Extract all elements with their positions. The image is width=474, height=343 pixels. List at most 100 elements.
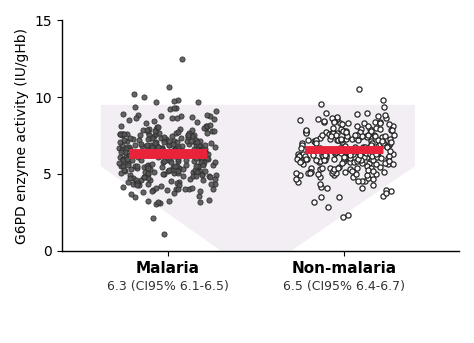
Point	[319, 132, 326, 138]
Point	[184, 132, 192, 138]
Point	[171, 146, 179, 151]
Point	[295, 153, 303, 158]
Point	[174, 158, 182, 164]
Point	[361, 178, 369, 184]
Point	[195, 142, 202, 148]
Point	[350, 174, 357, 179]
Point	[341, 154, 349, 159]
Point	[364, 132, 372, 138]
Point	[154, 199, 161, 205]
Point	[144, 171, 152, 176]
Point	[191, 167, 199, 173]
Point	[327, 133, 334, 139]
Point	[145, 133, 153, 138]
Point	[201, 168, 209, 174]
Point	[153, 185, 160, 191]
Point	[374, 154, 382, 159]
Point	[124, 161, 131, 166]
Point	[158, 145, 166, 150]
Point	[158, 135, 165, 141]
Point	[192, 143, 200, 149]
Point	[115, 145, 123, 151]
Point	[206, 174, 213, 179]
Point	[301, 153, 309, 158]
Point	[333, 114, 341, 119]
Point	[359, 144, 367, 150]
Point	[121, 160, 129, 165]
Point	[299, 142, 306, 148]
Point	[131, 194, 138, 200]
Point	[117, 155, 124, 160]
Point	[176, 146, 184, 152]
Point	[195, 163, 202, 168]
Point	[320, 119, 328, 125]
Point	[188, 128, 196, 133]
Point	[310, 199, 318, 204]
Point	[188, 134, 196, 139]
Point	[341, 169, 348, 175]
Point	[292, 170, 300, 176]
Point	[173, 97, 181, 103]
Point	[154, 125, 161, 130]
Point	[128, 167, 135, 172]
Point	[163, 136, 170, 141]
Point	[157, 149, 165, 154]
Point	[140, 164, 148, 169]
Point	[181, 150, 189, 155]
Point	[119, 184, 127, 189]
Point	[364, 175, 372, 180]
Point	[173, 181, 181, 186]
Point	[319, 153, 327, 158]
Point	[146, 152, 153, 158]
Point	[343, 133, 351, 139]
Point	[148, 144, 155, 149]
Point	[144, 128, 151, 133]
Point	[364, 134, 371, 139]
Point	[134, 180, 142, 186]
Point	[178, 150, 185, 155]
Point	[379, 142, 387, 147]
Point	[116, 161, 123, 166]
Point	[369, 157, 377, 162]
Point	[118, 147, 126, 152]
Point	[171, 139, 178, 144]
Point	[174, 129, 182, 135]
Point	[137, 177, 145, 183]
Point	[151, 133, 158, 138]
Point	[171, 170, 178, 176]
Point	[321, 152, 329, 158]
Point	[387, 188, 394, 193]
Point	[358, 133, 366, 138]
Point	[389, 127, 396, 132]
Point	[173, 115, 181, 120]
Point	[387, 127, 395, 132]
Point	[361, 144, 369, 150]
Point	[337, 151, 345, 156]
Point	[196, 147, 203, 153]
Point	[189, 114, 196, 119]
Point	[206, 113, 214, 119]
Point	[197, 199, 204, 205]
Point	[192, 173, 200, 179]
Point	[160, 134, 167, 140]
Point	[167, 159, 175, 165]
Point	[369, 151, 376, 156]
Point	[133, 181, 140, 186]
Point	[296, 173, 303, 178]
Point	[370, 169, 377, 174]
Point	[330, 119, 338, 125]
Point	[170, 99, 177, 104]
Point	[166, 157, 173, 163]
Point	[118, 131, 126, 137]
Point	[145, 129, 152, 134]
Point	[385, 121, 393, 126]
Point	[132, 180, 140, 186]
Point	[356, 153, 364, 158]
Point	[178, 149, 186, 154]
Point	[181, 186, 189, 192]
Point	[298, 140, 305, 145]
Point	[117, 150, 125, 155]
Point	[340, 158, 347, 164]
Point	[196, 145, 203, 151]
Point	[320, 157, 328, 163]
